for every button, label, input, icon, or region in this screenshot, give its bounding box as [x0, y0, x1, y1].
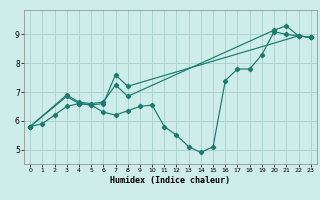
X-axis label: Humidex (Indice chaleur): Humidex (Indice chaleur)	[110, 176, 230, 185]
